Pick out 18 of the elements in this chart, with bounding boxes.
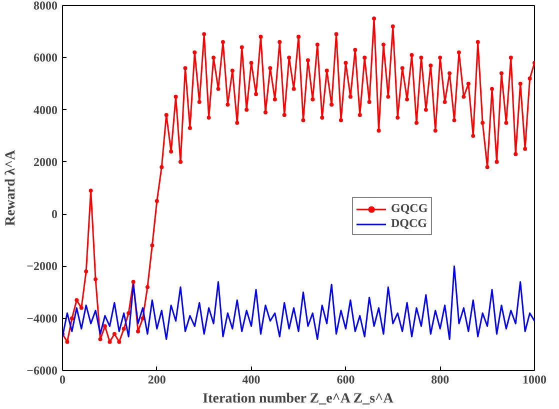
x-tick-label: 200 (148, 372, 166, 386)
x-tick-label: 600 (336, 372, 355, 386)
x-tick-label: 1000 (522, 372, 546, 386)
line-series (62, 265, 534, 340)
y-axis-title: Reward λ^A (4, 149, 19, 226)
x-axis-title: Iteration number Z_e^A Z_s^A (202, 392, 394, 406)
legend-label: GQCG (391, 201, 428, 216)
legend-label: DQCG (391, 216, 427, 231)
y-tick-label: −6000 (26, 364, 58, 378)
y-tick-label: 8000 (34, 0, 58, 12)
y-tick-label: 4000 (34, 102, 58, 117)
y-tick-label: −4000 (26, 311, 58, 326)
y-tick-label: 0 (52, 207, 58, 222)
x-tick-label: 800 (431, 372, 450, 386)
y-tick-label: −2000 (26, 259, 58, 274)
x-tick-label: 400 (242, 372, 260, 386)
y-tick-label: 6000 (34, 50, 58, 65)
y-tick-label: 2000 (34, 154, 58, 169)
